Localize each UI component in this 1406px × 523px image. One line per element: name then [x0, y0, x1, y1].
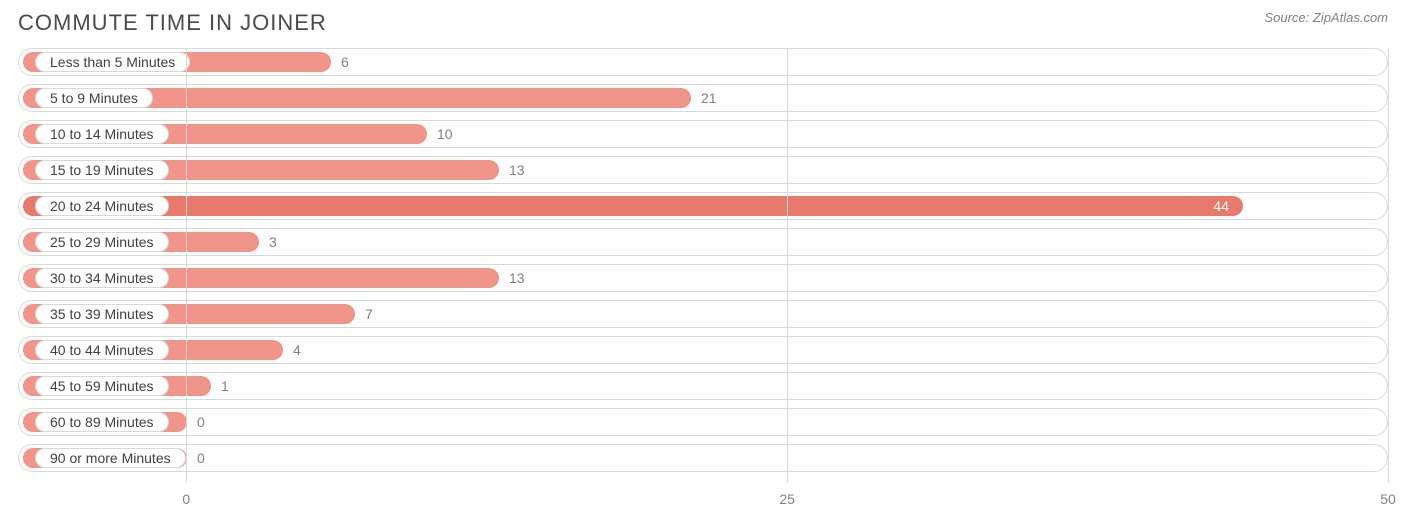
- category-label: 10 to 14 Minutes: [35, 124, 169, 144]
- category-label: 15 to 19 Minutes: [35, 160, 169, 180]
- value-label: 44: [1213, 193, 1229, 219]
- category-label: 30 to 34 Minutes: [35, 268, 169, 288]
- category-label: 20 to 24 Minutes: [35, 196, 169, 216]
- category-label: 90 or more Minutes: [35, 448, 186, 468]
- category-label: 60 to 89 Minutes: [35, 412, 169, 432]
- value-label: 4: [293, 337, 301, 363]
- bar-row: 30 to 34 Minutes 13: [18, 264, 1388, 292]
- category-label: 35 to 39 Minutes: [35, 304, 169, 324]
- category-label: Less than 5 Minutes: [35, 52, 190, 72]
- bar-row: 35 to 39 Minutes 7: [18, 300, 1388, 328]
- bar-row: Less than 5 Minutes 6: [18, 48, 1388, 76]
- value-label: 10: [437, 121, 453, 147]
- bar-row: 15 to 19 Minutes 13: [18, 156, 1388, 184]
- bar-row: 20 to 24 Minutes 44: [18, 192, 1388, 220]
- bar: [23, 196, 1243, 216]
- value-label: 1: [221, 373, 229, 399]
- category-label: 40 to 44 Minutes: [35, 340, 169, 360]
- bar-row: 10 to 14 Minutes 10: [18, 120, 1388, 148]
- value-label: 0: [197, 409, 205, 435]
- gridline: [186, 48, 187, 483]
- bar-row: 5 to 9 Minutes 21: [18, 84, 1388, 112]
- value-label: 0: [197, 445, 205, 471]
- category-label: 45 to 59 Minutes: [35, 376, 169, 396]
- value-label: 13: [509, 157, 525, 183]
- bar-row: 40 to 44 Minutes 4: [18, 336, 1388, 364]
- gridline: [787, 48, 788, 483]
- category-label: 5 to 9 Minutes: [35, 88, 153, 108]
- gridline: [1388, 48, 1389, 483]
- value-label: 21: [701, 85, 717, 111]
- value-label: 3: [269, 229, 277, 255]
- x-tick-label: 0: [182, 491, 190, 507]
- chart-title: COMMUTE TIME IN JOINER: [18, 10, 327, 36]
- value-label: 7: [365, 301, 373, 327]
- source-label: Source: ZipAtlas.com: [1264, 10, 1388, 25]
- x-tick-label: 25: [779, 491, 795, 507]
- bar-row: 60 to 89 Minutes 0: [18, 408, 1388, 436]
- bar-row: 90 or more Minutes 0: [18, 444, 1388, 472]
- header: COMMUTE TIME IN JOINER Source: ZipAtlas.…: [0, 0, 1406, 40]
- chart-area: Less than 5 Minutes 6 5 to 9 Minutes 21 10 t…: [18, 48, 1388, 483]
- value-label: 6: [341, 49, 349, 75]
- bar-row: 25 to 29 Minutes 3: [18, 228, 1388, 256]
- category-label: 25 to 29 Minutes: [35, 232, 169, 252]
- x-axis: 02550: [18, 491, 1388, 511]
- bar-row: 45 to 59 Minutes 1: [18, 372, 1388, 400]
- bar-rows: Less than 5 Minutes 6 5 to 9 Minutes 21 10 t…: [18, 48, 1388, 483]
- value-label: 13: [509, 265, 525, 291]
- x-tick-label: 50: [1380, 491, 1396, 507]
